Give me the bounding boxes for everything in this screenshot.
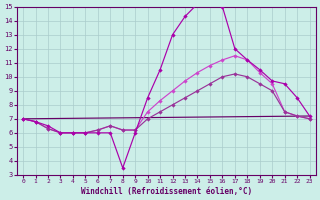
X-axis label: Windchill (Refroidissement éolien,°C): Windchill (Refroidissement éolien,°C) bbox=[81, 187, 252, 196]
